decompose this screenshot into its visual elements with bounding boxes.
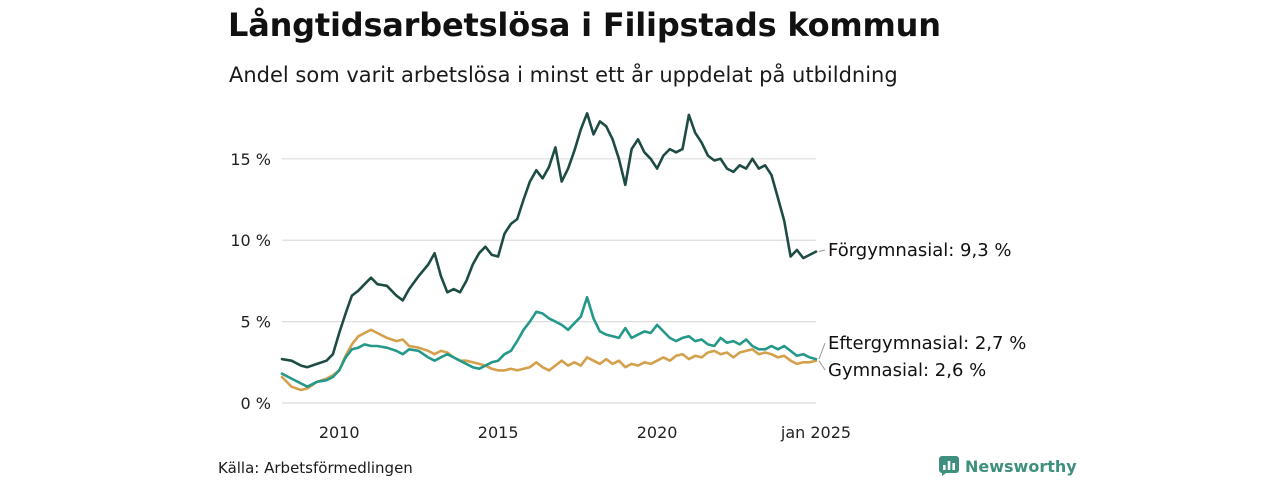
series-line-förgymnasial — [280, 112, 818, 369]
source-note: Källa: Arbetsförmedlingen — [218, 459, 413, 477]
x-tick-label: 2010 — [319, 423, 360, 442]
series-line-eftergymnasial — [280, 295, 818, 388]
brand-name: Newsworthy — [965, 456, 1077, 476]
chart-subtitle: Andel som varit arbetslösa i minst ett å… — [229, 63, 898, 87]
label-leader-line — [818, 342, 826, 360]
x-axis: 2010 2015 2020 jan 2025 — [319, 423, 851, 442]
y-tick-label: 10 % — [230, 231, 271, 250]
x-tick-label: jan 2025 — [780, 423, 851, 442]
series-label-gymnasial: Gymnasial: 2,6 % — [828, 360, 986, 381]
y-axis: 0 % 5 % 10 % 15 % — [230, 150, 271, 413]
chart-title: Långtidsarbetslösa i Filipstads kommun — [228, 6, 941, 44]
x-tick-label: 2020 — [637, 423, 678, 442]
x-tick-label: 2015 — [478, 423, 519, 442]
y-tick-label: 0 % — [241, 394, 271, 413]
series-label-förgymnasial: Förgymnasial: 9,3 % — [828, 240, 1012, 261]
gridlines — [282, 158, 816, 404]
brand-logo: Newsworthy — [939, 456, 1077, 476]
y-tick-label: 15 % — [230, 150, 271, 169]
series-label-eftergymnasial: Eftergymnasial: 2,7 % — [828, 333, 1026, 354]
series-labels: Förgymnasial: 9,3 % Eftergymnasial: 2,7 %… — [818, 240, 1026, 381]
y-tick-label: 5 % — [241, 313, 271, 332]
series-line-gymnasial — [280, 328, 818, 392]
label-leader-line — [818, 360, 826, 371]
series-lines — [280, 112, 818, 392]
bar-chart-icon — [939, 456, 959, 476]
label-leader-line — [818, 249, 826, 253]
